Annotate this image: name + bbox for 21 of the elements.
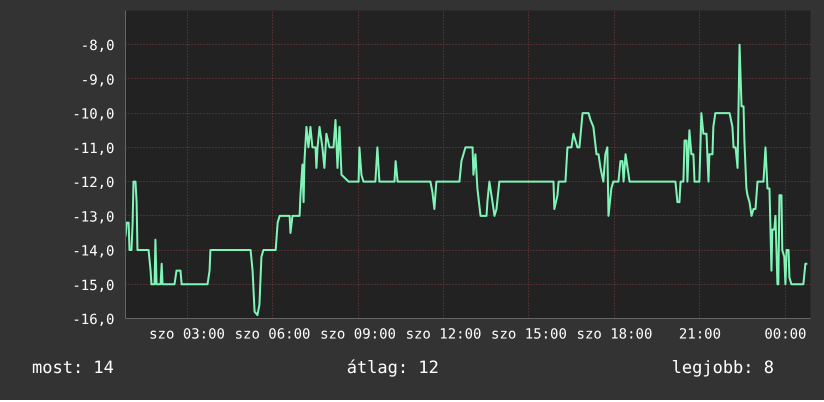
x-tick-label: 00:00 xyxy=(764,326,807,342)
x-tick-label: szo 15:00 xyxy=(491,326,567,342)
x-tick-label: 21:00 xyxy=(678,326,722,342)
x-tick-label: szo 03:00 xyxy=(149,326,225,342)
annotation: átlag: 12 xyxy=(346,357,439,380)
y-tick-label: -12,0 xyxy=(72,175,115,192)
x-tick-label: szo 18:00 xyxy=(576,326,652,342)
x-tick-label: szo 06:00 xyxy=(234,326,310,342)
x-tick-label: szo 09:00 xyxy=(320,326,396,342)
y-tick-label: -8,0 xyxy=(80,38,115,54)
y-tick-label: -9,0 xyxy=(80,72,115,88)
y-tick-label: -14,0 xyxy=(72,244,115,260)
x-tick-label: szo 12:00 xyxy=(406,326,482,342)
annotation: most: 14 xyxy=(32,357,114,380)
y-tick-label: -13,0 xyxy=(72,209,115,226)
y-tick-label: -11,0 xyxy=(72,140,115,157)
y-tick-label: -10,0 xyxy=(72,106,115,123)
line-series xyxy=(126,44,808,316)
y-tick-label: -15,0 xyxy=(72,278,115,294)
y-tick-label: -16,0 xyxy=(72,312,115,328)
annotation: legjobb: 8 xyxy=(672,357,774,380)
